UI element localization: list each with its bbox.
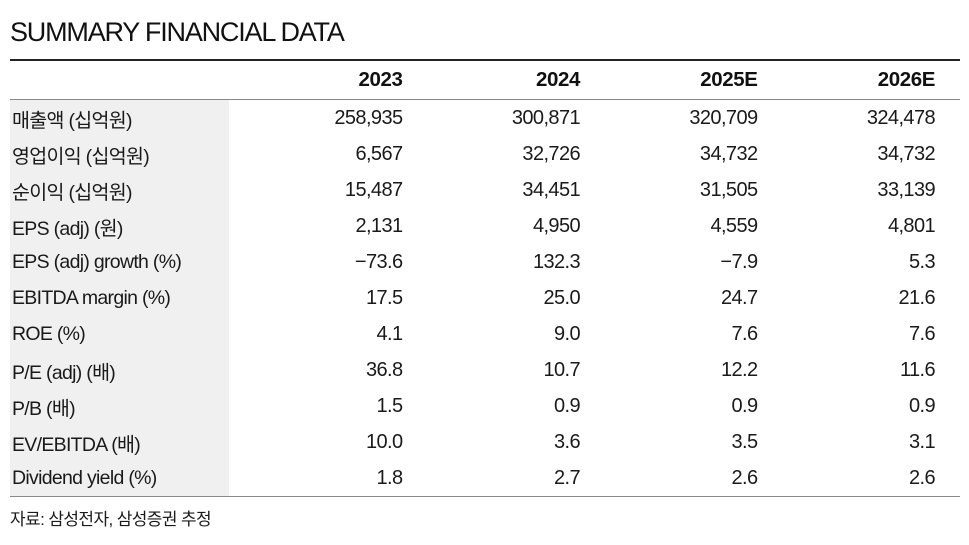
table-row: EV/EBITDA (배) 10.0 3.6 3.5 3.1	[10, 424, 960, 460]
cell-value: 7.6	[731, 322, 758, 345]
cell-value: 4,559	[710, 214, 758, 237]
table-row: P/E (adj) (배) 36.8 10.7 12.2 11.6	[10, 352, 960, 388]
row-label: Dividend yield (%)	[10, 460, 229, 496]
row-label: P/E (adj) (배)	[10, 352, 229, 388]
table-bottom-rule	[10, 496, 960, 497]
cell-value: 32,726	[522, 142, 580, 165]
cell-value: 34,732	[699, 142, 758, 165]
cell-value: 4,801	[887, 214, 936, 237]
cell-value: 34,451	[522, 178, 580, 201]
cell-value: 5.3	[908, 250, 936, 273]
cell-value: 2,131	[355, 214, 403, 237]
page-title: SUMMARY FINANCIAL DATA	[10, 17, 345, 47]
financial-summary-table: 2023 2024 2025E 2026E 매출액 (십억원) 258,935 …	[10, 59, 960, 497]
table-header-row: 2023 2024 2025E 2026E	[10, 61, 960, 100]
cell-value: 1.5	[376, 394, 403, 417]
row-label: 순이익 (십억원)	[10, 172, 229, 208]
table-row: Dividend yield (%) 1.8 2.7 2.6 2.6	[10, 460, 960, 496]
cell-value: 0.9	[731, 394, 758, 417]
cell-value: 258,935	[334, 106, 403, 129]
cell-value: 10.7	[543, 358, 580, 381]
column-header-2025e: 2025E	[700, 68, 758, 91]
cell-value: 320,709	[689, 106, 758, 129]
cell-value: 2.7	[553, 466, 581, 489]
row-label: 영업이익 (십억원)	[10, 136, 229, 172]
table-row: P/B (배) 1.5 0.9 0.9 0.9	[10, 388, 960, 424]
row-label: EV/EBITDA (배)	[10, 424, 229, 460]
table-row: 매출액 (십억원) 258,935 300,871 320,709 324,47…	[10, 100, 960, 136]
cell-value: 1.8	[376, 466, 403, 489]
cell-value: 7.6	[908, 322, 936, 345]
header-label-cell	[10, 61, 229, 99]
cell-value: 4.1	[376, 322, 403, 345]
cell-value: 3.6	[553, 430, 581, 453]
cell-value: 6,567	[355, 142, 403, 165]
cell-value: 31,505	[699, 178, 758, 201]
cell-value: 3.5	[731, 430, 758, 453]
column-header-2024: 2024	[535, 68, 580, 91]
cell-value: 11.6	[899, 358, 936, 381]
row-label: EPS (adj) growth (%)	[10, 244, 229, 280]
cell-value: 2.6	[908, 466, 936, 489]
cell-value: 0.9	[908, 394, 936, 417]
row-label: EBITDA margin (%)	[10, 280, 229, 316]
table-row: EBITDA margin (%) 17.5 25.0 24.7 21.6	[10, 280, 960, 316]
cell-value: 24.7	[720, 286, 758, 309]
cell-value: 21.6	[898, 286, 935, 309]
row-label: ROE (%)	[10, 316, 229, 352]
cell-value: 0.9	[553, 394, 581, 417]
table-row: ROE (%) 4.1 9.0 7.6 7.6	[10, 316, 960, 352]
cell-value: 12.2	[720, 358, 758, 381]
row-label: 매출액 (십억원)	[10, 100, 229, 136]
row-label: P/B (배)	[10, 388, 229, 424]
cell-value: 3.1	[908, 430, 936, 453]
row-label: EPS (adj) (원)	[10, 208, 229, 244]
cell-value: 4,950	[532, 214, 581, 237]
cell-value: 300,871	[511, 106, 581, 129]
cell-value: 15,487	[344, 178, 403, 201]
table-row: 영업이익 (십억원) 6,567 32,726 34,732 34,732	[10, 136, 960, 172]
cell-value: 132.3	[532, 250, 581, 273]
cell-value: 25.0	[543, 286, 580, 309]
cell-value: 33,139	[877, 178, 935, 201]
table-row: EPS (adj) growth (%) −73.6 132.3 −7.9 5.…	[10, 244, 960, 280]
cell-value: 324,478	[866, 106, 936, 129]
cell-value: 10.0	[365, 430, 403, 453]
column-header-2026e: 2026E	[877, 68, 936, 91]
cell-value: 2.6	[731, 466, 758, 489]
cell-value: 9.0	[553, 322, 581, 345]
source-note: 자료: 삼성전자, 삼성증권 추정	[10, 510, 212, 529]
column-header-2023: 2023	[358, 68, 403, 91]
table-row: EPS (adj) (원) 2,131 4,950 4,559 4,801	[10, 208, 960, 244]
cell-value: −73.6	[354, 250, 403, 273]
table-row: 순이익 (십억원) 15,487 34,451 31,505 33,139	[10, 172, 960, 208]
cell-value: −7.9	[720, 250, 758, 273]
cell-value: 17.5	[365, 286, 403, 309]
cell-value: 36.8	[365, 358, 403, 381]
cell-value: 34,732	[877, 142, 935, 165]
table-top-rule	[10, 59, 960, 61]
